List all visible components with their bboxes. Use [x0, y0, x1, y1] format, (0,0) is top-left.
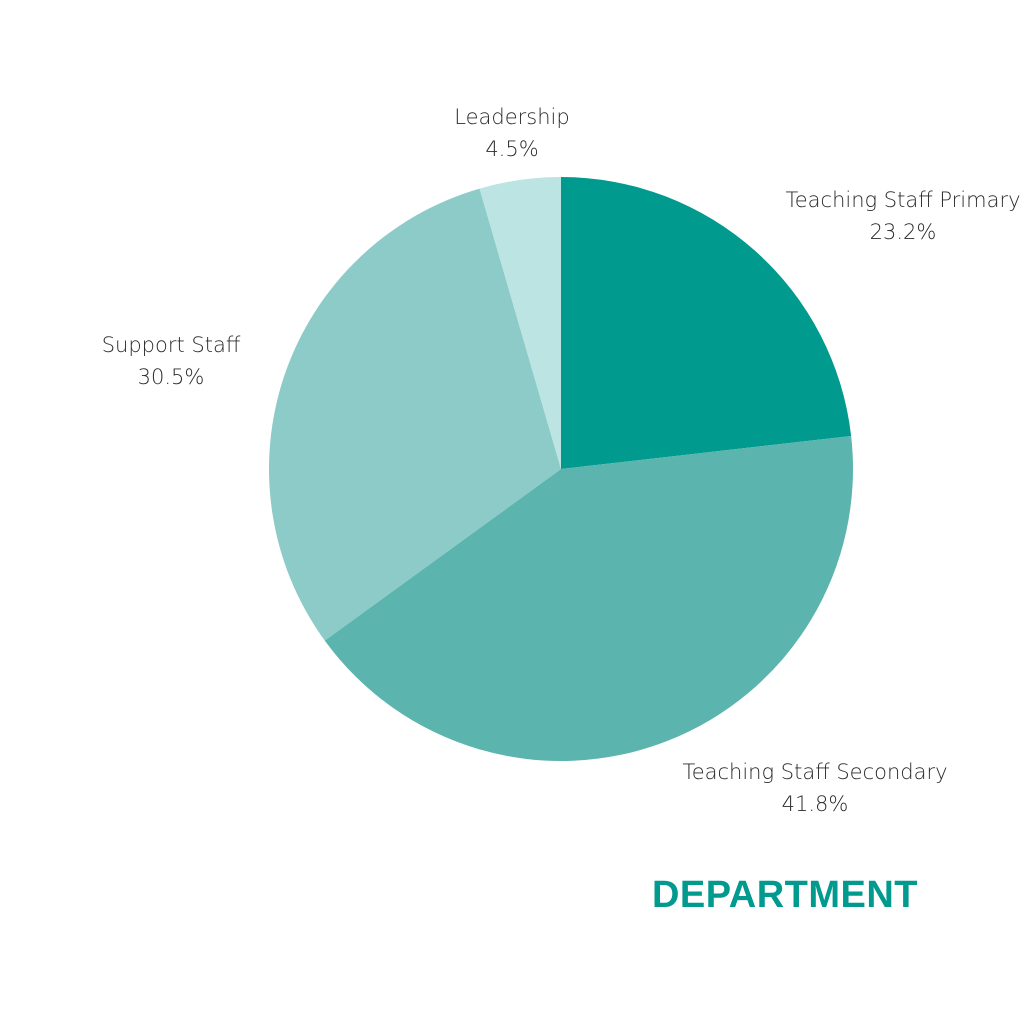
slice-label-name: Teaching Staff Primary: [785, 188, 1020, 212]
pie-slice-leadership: [479, 177, 561, 469]
slice-label-name: Teaching Staff Secondary: [682, 760, 947, 784]
slice-label-name: Support Staff: [102, 333, 241, 357]
pie-slice-teaching-staff-primary: [561, 177, 852, 469]
pie-slices: [268, 177, 853, 762]
slice-label-percent: 30.5%: [138, 365, 205, 389]
chart-title: DEPARTMENT: [651, 874, 919, 916]
pie-slice-support-staff: [268, 188, 561, 641]
pie-slice-teaching-staff-secondary: [324, 436, 853, 762]
slice-label-percent: 23.2%: [870, 220, 937, 244]
slice-label-name: Leadership: [454, 105, 569, 129]
pie-labels: Teaching Staff Primary 23.2% Teaching Staf…: [102, 105, 1021, 816]
slice-label-percent: 4.5%: [485, 137, 538, 161]
slice-label-percent: 41.8%: [782, 792, 849, 816]
